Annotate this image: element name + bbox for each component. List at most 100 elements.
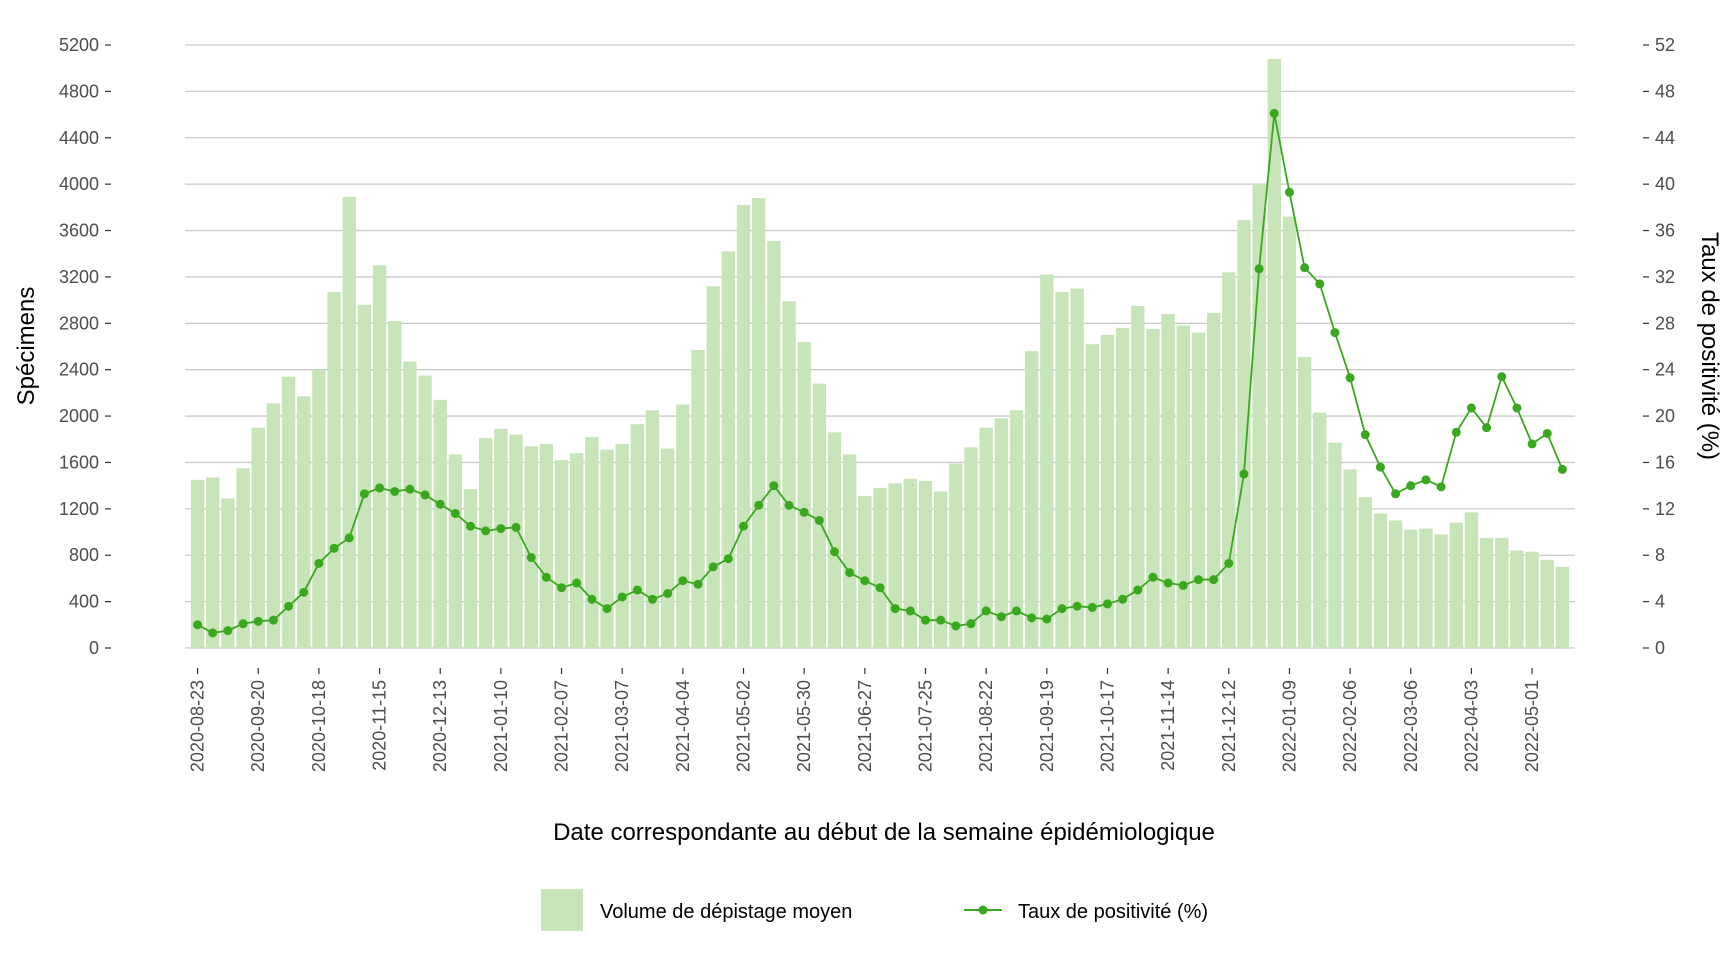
bar	[266, 403, 281, 648]
line-point	[1466, 403, 1476, 413]
bar	[1449, 522, 1463, 648]
bar	[918, 481, 933, 648]
line-point	[1087, 602, 1097, 612]
bar	[1206, 312, 1221, 648]
bar	[964, 447, 978, 648]
y2-tick-label: 4	[1655, 592, 1665, 612]
line-point	[814, 515, 824, 525]
line-point	[632, 585, 642, 595]
bar-series	[190, 58, 1570, 649]
line-point	[1193, 575, 1203, 585]
line-point	[223, 626, 233, 636]
bar	[1479, 537, 1494, 648]
bar	[463, 489, 478, 648]
line-point	[572, 578, 582, 588]
y2-tick-label: 16	[1655, 452, 1675, 472]
bar	[1313, 412, 1327, 648]
legend-bar-label: Volume de dépistage moyen	[600, 901, 852, 923]
x-tick-label: 2020-10-18	[309, 680, 329, 772]
bar	[812, 383, 827, 648]
bar	[873, 487, 887, 648]
line-point	[1557, 464, 1567, 474]
bar	[1024, 351, 1039, 648]
y-tick-label: 3600	[59, 221, 99, 241]
y-tick-label: 400	[69, 592, 99, 612]
y-tick-label: 1600	[59, 452, 99, 472]
x-tick-label: 2021-02-07	[552, 680, 572, 772]
bar	[933, 491, 948, 648]
bar	[827, 432, 842, 648]
bar	[1419, 528, 1433, 648]
y-tick-label: 2800	[59, 313, 99, 333]
bar	[433, 399, 447, 648]
bar	[388, 320, 402, 648]
line-point	[1497, 372, 1507, 382]
line-point	[1072, 601, 1082, 611]
line-point	[450, 508, 460, 518]
x-tick-label: 2020-09-20	[248, 680, 268, 772]
line-point	[526, 553, 536, 563]
x-axis-ticks: 2020-08-23 2020-09-20 2020-10-18 2020-11-15…	[188, 668, 1542, 772]
line-point	[905, 606, 915, 616]
y-tick-label: 4400	[59, 128, 99, 148]
y2-tick-label: 32	[1655, 267, 1675, 287]
bar	[479, 438, 493, 648]
bar	[494, 428, 508, 648]
bar	[524, 446, 538, 648]
line-point	[481, 526, 491, 536]
line-point	[678, 576, 688, 586]
line-point	[1269, 108, 1279, 118]
bar	[1115, 327, 1130, 648]
y2-tick-label: 40	[1655, 174, 1675, 194]
line-point	[1011, 606, 1021, 616]
bar	[221, 498, 235, 648]
bar	[706, 286, 720, 648]
bar	[1343, 469, 1357, 648]
bar	[1358, 497, 1372, 648]
bar	[327, 291, 341, 648]
y-tick-label: 1200	[59, 499, 99, 519]
bar	[1100, 334, 1115, 648]
x-tick-label: 2020-11-15	[370, 680, 390, 771]
line-point	[1254, 264, 1264, 274]
bar	[448, 454, 463, 648]
y-tick-label: 2400	[59, 360, 99, 380]
line-point	[587, 594, 597, 604]
y2-tick-label: 24	[1655, 360, 1675, 380]
bar	[1297, 356, 1312, 648]
bar	[1237, 220, 1251, 648]
bar	[1085, 344, 1099, 648]
legend-bar-swatch	[541, 889, 583, 931]
bar	[994, 418, 1008, 648]
bar	[600, 449, 614, 648]
line-point	[981, 606, 991, 616]
line-point	[602, 604, 612, 614]
line-point	[723, 554, 733, 564]
line-point	[299, 587, 309, 597]
line-point	[951, 621, 961, 631]
line-point	[1436, 482, 1446, 492]
bar	[1040, 274, 1054, 648]
bar	[1540, 559, 1554, 648]
line-point	[193, 620, 203, 630]
y-axis-title: Spécimens	[13, 287, 40, 406]
y-tick-label: 800	[69, 545, 99, 565]
bar	[554, 460, 569, 648]
line-point	[617, 592, 627, 602]
bar	[190, 479, 205, 648]
line-point	[754, 500, 764, 510]
line-point	[541, 572, 551, 582]
bar	[1009, 410, 1024, 648]
x-tick-label: 2020-08-23	[188, 680, 208, 772]
x-tick-label: 2020-12-13	[430, 680, 450, 772]
bar	[342, 196, 356, 649]
line-point	[708, 562, 718, 572]
x-tick-label: 2021-05-30	[794, 680, 814, 772]
line-point	[845, 568, 855, 578]
left-axis-ticks: 0 400 800 1200 1600 2000 2400 2800 3200 3600 4000 4…	[59, 35, 111, 658]
line-point	[1527, 439, 1537, 449]
bar	[1525, 551, 1539, 648]
legend-line-marker	[978, 905, 988, 915]
x-tick-label: 2022-05-01	[1522, 680, 1542, 772]
